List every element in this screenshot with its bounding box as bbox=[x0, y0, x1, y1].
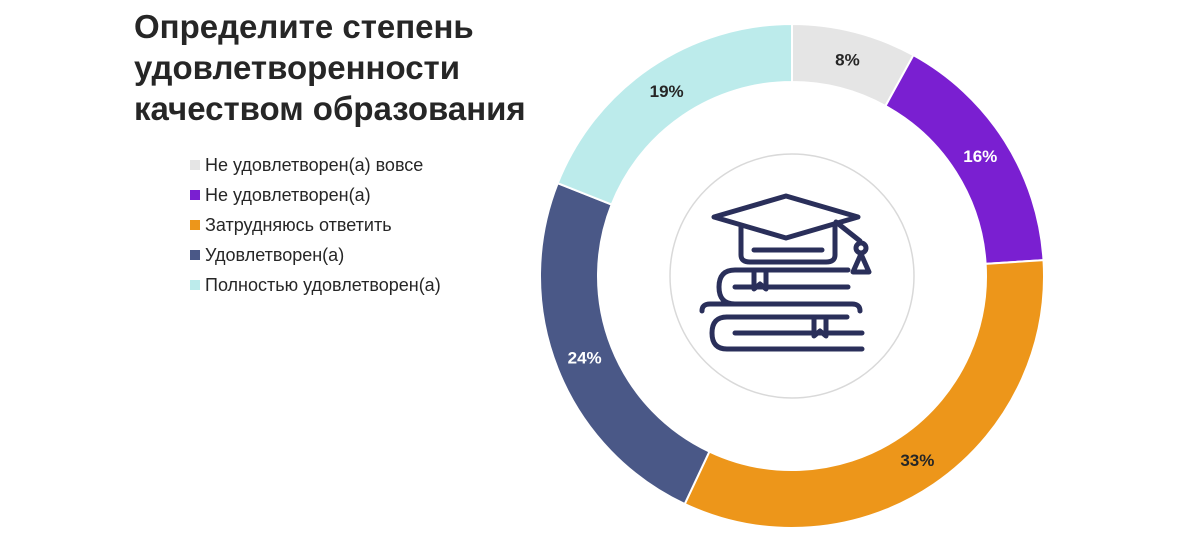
legend-label: Не удовлетворен(а) bbox=[205, 184, 371, 205]
donut-slice bbox=[683, 259, 1045, 529]
donut-slice bbox=[539, 181, 711, 506]
chart-title: Определите степень удовлетворенности кач… bbox=[134, 6, 574, 129]
slice-data-label: 16% bbox=[963, 147, 997, 166]
slice-labels: 8% 16% 33% 24% 19% bbox=[568, 51, 998, 470]
legend-item: Затрудняюсь ответить bbox=[190, 210, 441, 240]
slice-data-label: 24% bbox=[568, 349, 602, 368]
legend-swatch bbox=[190, 280, 200, 290]
legend-item: Полностью удовлетворен(а) bbox=[190, 270, 441, 300]
legend-swatch bbox=[190, 190, 200, 200]
chart-title-line: Определите степень bbox=[134, 8, 474, 45]
legend-swatch bbox=[190, 220, 200, 230]
legend-swatch bbox=[190, 160, 200, 170]
graduation-cap-books-icon bbox=[699, 193, 872, 352]
donut-slice bbox=[556, 22, 793, 206]
legend-label: Удовлетворен(а) bbox=[205, 244, 345, 265]
chart-title-line: качеством образования bbox=[134, 90, 526, 127]
slice-data-label: 8% bbox=[835, 51, 860, 70]
inner-decor-ring bbox=[669, 153, 915, 399]
legend-label: Не удовлетворен(а) вовсе bbox=[205, 154, 424, 175]
donut-slices bbox=[539, 22, 1045, 529]
slice-data-label: 19% bbox=[650, 82, 684, 101]
legend-item: Не удовлетворен(а) вовсе bbox=[190, 150, 441, 180]
legend-label: Полностью удовлетворен(а) bbox=[205, 274, 441, 295]
legend-item: Не удовлетворен(а) bbox=[190, 180, 441, 210]
legend-item: Удовлетворен(а) bbox=[190, 240, 441, 270]
slice-data-label: 33% bbox=[900, 451, 934, 470]
chart-title-line: удовлетворенности bbox=[134, 49, 461, 86]
legend-swatch bbox=[190, 250, 200, 260]
chart-legend: Не удовлетворен(а) вовсе Не удовлетворен… bbox=[190, 150, 441, 300]
legend-label: Затрудняюсь ответить bbox=[205, 214, 392, 235]
